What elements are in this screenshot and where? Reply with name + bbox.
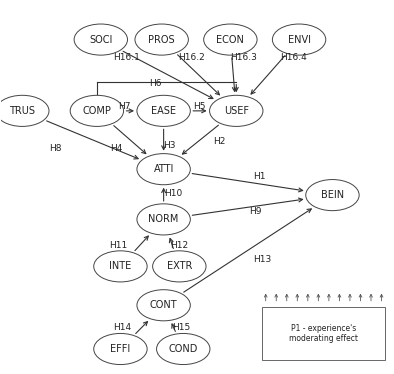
Text: ENVI: ENVI (288, 34, 310, 45)
Text: CONT: CONT (150, 300, 177, 310)
Text: NORM: NORM (149, 214, 179, 224)
Text: TRUS: TRUS (9, 106, 35, 116)
Text: H14: H14 (113, 324, 132, 332)
Text: BEIN: BEIN (321, 190, 344, 200)
Text: H13: H13 (253, 255, 271, 264)
Text: SOCI: SOCI (89, 34, 113, 45)
Text: H11: H11 (110, 241, 128, 250)
Text: H1: H1 (254, 172, 266, 181)
Text: EFFI: EFFI (110, 344, 130, 354)
Text: H12: H12 (170, 241, 188, 250)
Text: ATTI: ATTI (153, 164, 174, 174)
Ellipse shape (94, 251, 147, 282)
Text: INTE: INTE (109, 261, 132, 272)
Ellipse shape (306, 180, 359, 211)
Text: EXTR: EXTR (167, 261, 192, 272)
Ellipse shape (137, 95, 190, 126)
Text: H3: H3 (163, 141, 176, 150)
FancyBboxPatch shape (262, 307, 385, 360)
Text: H10: H10 (164, 189, 182, 198)
Ellipse shape (137, 204, 190, 235)
Ellipse shape (0, 95, 49, 126)
Ellipse shape (135, 24, 188, 55)
Text: USEF: USEF (224, 106, 249, 116)
Ellipse shape (152, 251, 206, 282)
Text: H4: H4 (110, 144, 123, 153)
Text: H16.3: H16.3 (230, 53, 257, 62)
Ellipse shape (210, 95, 263, 126)
Text: COMP: COMP (82, 106, 112, 116)
Ellipse shape (137, 290, 190, 321)
Ellipse shape (137, 154, 190, 185)
Ellipse shape (74, 24, 128, 55)
Text: H6: H6 (150, 79, 162, 88)
Text: H7: H7 (118, 102, 131, 111)
Text: H2: H2 (214, 137, 226, 146)
Text: H8: H8 (49, 144, 62, 153)
Text: H16.1: H16.1 (113, 53, 140, 62)
Text: H9: H9 (249, 208, 261, 217)
Text: EASE: EASE (151, 106, 176, 116)
Text: COND: COND (169, 344, 198, 354)
Text: PROS: PROS (149, 34, 175, 45)
Ellipse shape (204, 24, 257, 55)
Text: H5: H5 (193, 102, 205, 111)
Text: H15: H15 (172, 324, 190, 332)
Ellipse shape (272, 24, 326, 55)
Text: P1 - experience's
moderating effect: P1 - experience's moderating effect (289, 324, 358, 343)
Ellipse shape (70, 95, 124, 126)
Ellipse shape (156, 334, 210, 365)
Ellipse shape (94, 334, 147, 365)
Text: H16.2: H16.2 (178, 53, 204, 62)
Text: ECON: ECON (216, 34, 244, 45)
Text: H16.4: H16.4 (280, 53, 307, 62)
